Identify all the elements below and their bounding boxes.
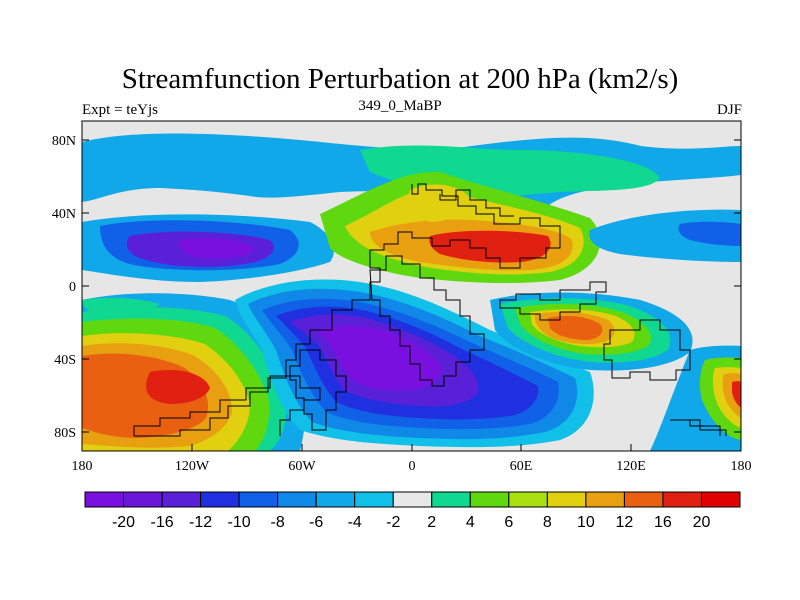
lat-label: 80S [54, 426, 76, 441]
coastline-africa [369, 255, 485, 387]
colorbar-swatch [700, 491, 741, 508]
contour-green-natl [82, 297, 160, 315]
coastline-north-africa [439, 189, 514, 217]
lon-label: 60E [510, 459, 533, 474]
contour-red-east [732, 381, 741, 408]
colorbar-swatch [200, 491, 240, 508]
colorbar-label: 12 [616, 514, 634, 531]
coastline-australia [603, 319, 691, 381]
colorbar-swatch [123, 491, 163, 508]
colorbar-swatch [277, 491, 317, 508]
lon-label: 120W [175, 459, 210, 474]
colorbar-label: -16 [150, 514, 173, 531]
lat-label: 80N [52, 134, 76, 149]
colorbar-label: -2 [386, 514, 400, 531]
colorbar-swatch [392, 491, 433, 508]
colorbar-label: 10 [577, 514, 595, 531]
period-label: 349_0_MaBP [358, 98, 442, 114]
colorbar-swatch [469, 491, 510, 508]
contour-red-asia [429, 230, 551, 263]
lat-label: 0 [69, 280, 76, 295]
axis-ticks [81, 139, 742, 451]
colorbar-label: -4 [348, 514, 362, 531]
colorbar-label: -12 [189, 514, 212, 531]
colorbar-swatch [161, 491, 202, 508]
colorbar-swatch [84, 491, 125, 508]
lon-label: 120E [616, 459, 646, 474]
colorbar-label: -20 [112, 514, 135, 531]
lon-label: 180 [731, 459, 752, 474]
coastline-europe-asia [134, 183, 561, 437]
contour-darkorange-indian [548, 316, 603, 340]
coastlines [133, 183, 727, 437]
colorbar-label: -10 [228, 514, 251, 531]
lon-label: 0 [409, 459, 416, 474]
colorbar-swatch [238, 491, 279, 508]
colorbar-label: -6 [309, 514, 323, 531]
colorbar-swatch [623, 491, 664, 508]
lat-label: 40S [54, 353, 76, 368]
coastline-se-asia [499, 281, 607, 321]
colorbar-label: -8 [271, 514, 285, 531]
colorbar-label: 6 [504, 514, 513, 531]
colorbar: -20 -16 -12 -10 -8 -6 -4 -2 2 4 6 8 10 12 16 20 [84, 491, 741, 531]
colorbar-swatch [354, 491, 394, 508]
colorbar-swatch [662, 491, 702, 508]
colorbar-label: 4 [466, 514, 475, 531]
colorbar-swatch [431, 491, 471, 508]
colorbar-label: 2 [427, 514, 436, 531]
contour-blue-eastnorth [678, 221, 741, 246]
season-label: DJF [716, 102, 742, 118]
lon-label: 180 [72, 459, 93, 474]
colorbar-swatch [315, 491, 356, 508]
coastline-south-america [289, 349, 347, 431]
colorbar-label: 20 [693, 514, 711, 531]
plot-title: Streamfunction Perturbation at 200 hPa (… [121, 63, 679, 95]
colorbar-label: 8 [543, 514, 552, 531]
colorbar-swatch [546, 491, 587, 508]
coastline-antarctica [133, 375, 727, 436]
experiment-label: Expt = teYjs [82, 102, 158, 118]
contour-yellow-north [409, 184, 470, 222]
colorbar-label: 16 [654, 514, 672, 531]
contour-red-south [146, 369, 210, 404]
contour-violet-tropics [178, 238, 255, 259]
colorbar-swatch [585, 491, 625, 508]
contour-violet-southlow [318, 325, 441, 391]
contour-fill [82, 133, 741, 451]
lat-label: 40N [52, 207, 76, 222]
lon-label: 60W [288, 459, 316, 474]
colorbar-swatch [508, 491, 548, 508]
